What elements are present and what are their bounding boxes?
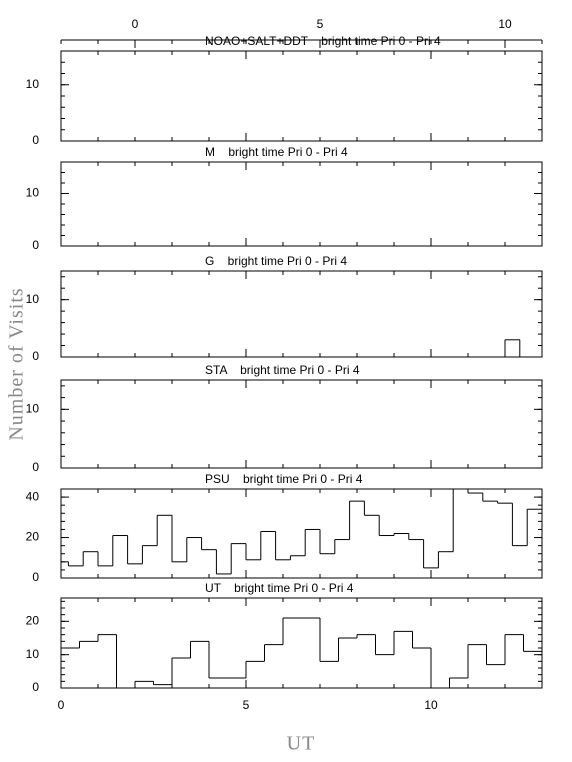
panel-title: UT bright time Pri 0 - Pri 4	[205, 581, 354, 595]
y-axis-label: Number of Visits	[6, 287, 28, 440]
y-tick-label: 10	[26, 77, 40, 91]
y-tick-label: 10	[26, 186, 40, 200]
plot-frame	[60, 161, 543, 247]
y-tick-label: 20	[26, 530, 40, 544]
panel-title: PSU bright time Pri 0 - Pri 4	[205, 472, 363, 486]
x2-tick-label: 0	[132, 17, 139, 31]
y-tick-label: 0	[32, 349, 39, 363]
x2-tick-label: 10	[498, 17, 512, 31]
y-tick-label: 0	[32, 238, 39, 252]
x-axis-label: UT	[287, 733, 316, 755]
x2-tick-label: 5	[317, 17, 324, 31]
y-tick-label: 10	[26, 402, 40, 416]
x-tick-label: 5	[243, 698, 250, 712]
y-tick-label: 40	[26, 489, 40, 503]
panel-title: G bright time Pri 0 - Pri 4	[205, 254, 347, 268]
y-tick-label: 0	[32, 460, 39, 474]
plot-frame	[60, 270, 543, 358]
y-tick-label: 0	[32, 133, 39, 147]
x-tick-label: 10	[424, 698, 438, 712]
y-tick-label: 10	[26, 647, 40, 661]
panel-title: M bright time Pri 0 - Pri 4	[205, 145, 348, 159]
y-tick-label: 0	[32, 570, 39, 584]
panel-title: STA bright time Pri 0 - Pri 4	[205, 363, 360, 377]
x-tick-label: 0	[58, 698, 65, 712]
plot-frame	[60, 488, 543, 579]
y-tick-label: 10	[26, 292, 40, 306]
plot-frame	[60, 50, 543, 142]
panel-title: NOAO+SALT+DDT bright time Pri 0 - Pri 4	[205, 34, 441, 48]
plot-frame	[60, 597, 543, 689]
y-tick-label: 20	[26, 614, 40, 628]
plot-frame	[60, 379, 543, 469]
y-tick-label: 0	[32, 680, 39, 694]
